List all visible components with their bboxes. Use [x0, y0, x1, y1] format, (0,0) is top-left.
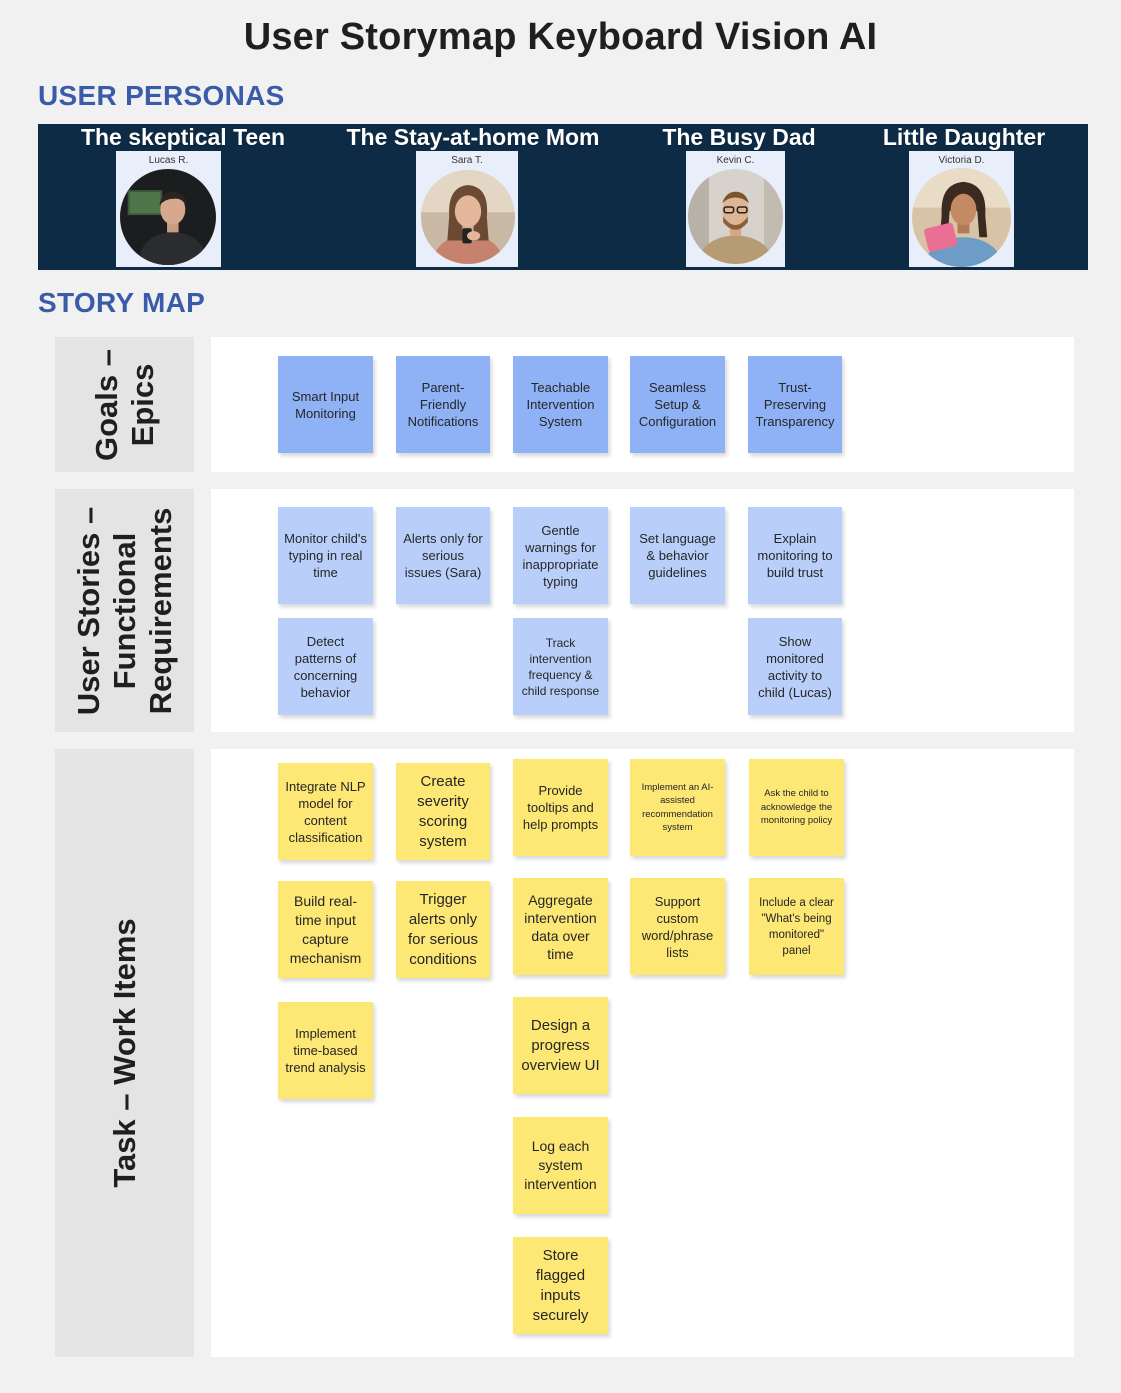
story-note[interactable]: Show monitored activity to child (Lucas)	[748, 618, 842, 715]
persona-card-dad: Kevin C.	[686, 151, 785, 267]
epic-note[interactable]: Parent-Friendly Notifications	[396, 356, 490, 453]
task-note[interactable]: Implement time-based trend analysis	[278, 1002, 373, 1099]
mom-avatar-icon	[421, 170, 515, 264]
story-note[interactable]: Track intervention frequency & child res…	[513, 618, 608, 715]
row-label-epics: Goals – Epics	[55, 337, 194, 472]
task-note[interactable]: Build real-time input capture mechanism	[278, 881, 373, 978]
row-label-tasks-text: Task – Work Items	[106, 918, 142, 1188]
task-note[interactable]: Include a clear "What's being monitored"…	[749, 878, 844, 975]
persona-name-teen: The skeptical Teen	[80, 124, 286, 150]
personas-heading: USER PERSONAS	[38, 80, 285, 111]
epic-note[interactable]: Trust-Preserving Transparency	[748, 356, 842, 453]
story-map-heading: STORY MAP	[38, 287, 206, 318]
task-note[interactable]: Provide tooltips and help prompts	[513, 759, 608, 856]
persona-name-dad: The Busy Dad	[662, 124, 816, 150]
story-note[interactable]: Monitor child's typing in real time	[278, 507, 373, 604]
task-note[interactable]: Log each system intervention	[513, 1117, 608, 1214]
row-label-stories-text: User Stories – Functional Requirements	[70, 506, 178, 715]
daughter-avatar-icon	[912, 168, 1011, 267]
persona-label-mom: Sara T.	[451, 155, 483, 166]
persona-card-daughter: Victoria D.	[909, 151, 1014, 267]
epic-note[interactable]: Teachable Intervention System	[513, 356, 608, 453]
teen-avatar-icon	[120, 169, 216, 265]
story-note[interactable]: Gentle warnings for inappropriate typing	[513, 507, 608, 604]
story-note[interactable]: Set language & behavior guidelines	[630, 507, 725, 604]
story-note[interactable]: Detect patterns of concerning behavior	[278, 618, 373, 715]
page-title: User Storymap Keyboard Vision AI	[243, 16, 878, 58]
persona-label-dad: Kevin C.	[716, 155, 755, 166]
row-label-tasks: Task – Work Items	[55, 749, 194, 1357]
task-note[interactable]: Create severity scoring system	[396, 763, 490, 860]
task-note[interactable]: Implement an AI-assisted recommendation …	[630, 759, 725, 856]
task-note[interactable]: Aggregate intervention data over time	[513, 878, 608, 975]
persona-name-mom: The Stay-at-home Mom	[346, 124, 600, 150]
task-note[interactable]: Support custom word/phrase lists	[630, 878, 725, 975]
persona-card-mom: Sara T.	[416, 151, 518, 267]
epic-note[interactable]: Seamless Setup & Configuration	[630, 356, 725, 453]
task-note[interactable]: Trigger alerts only for serious conditio…	[396, 881, 490, 978]
row-label-epics-text: Goals – Epics	[88, 348, 160, 461]
persona-label-daughter: Victoria D.	[938, 155, 985, 166]
story-note[interactable]: Explain monitoring to build trust	[748, 507, 842, 604]
story-note[interactable]: Alerts only for serious issues (Sara)	[396, 507, 490, 604]
dad-avatar-icon	[688, 169, 783, 264]
task-note[interactable]: Design a progress overview UI	[513, 997, 608, 1094]
row-label-stories: User Stories – Functional Requirements	[55, 489, 194, 732]
task-note[interactable]: Ask the child to acknowledge the monitor…	[749, 759, 844, 856]
persona-card-teen: Lucas R.	[116, 151, 221, 267]
persona-label-teen: Lucas R.	[148, 155, 189, 166]
task-note[interactable]: Integrate NLP model for content classifi…	[278, 763, 373, 860]
epic-note[interactable]: Smart Input Monitoring	[278, 356, 373, 453]
persona-name-daughter: Little Daughter	[882, 124, 1046, 150]
task-note[interactable]: Store flagged inputs securely	[513, 1237, 608, 1334]
